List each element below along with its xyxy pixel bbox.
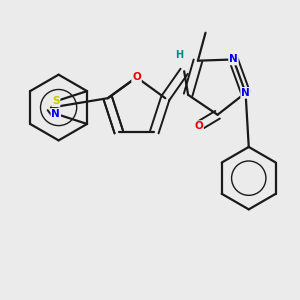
Text: N: N	[241, 88, 250, 98]
Text: O: O	[194, 121, 203, 131]
Text: N: N	[51, 109, 60, 119]
Text: S: S	[52, 96, 60, 106]
Text: H: H	[175, 50, 183, 61]
Text: N: N	[229, 55, 238, 64]
Text: O: O	[132, 72, 141, 82]
